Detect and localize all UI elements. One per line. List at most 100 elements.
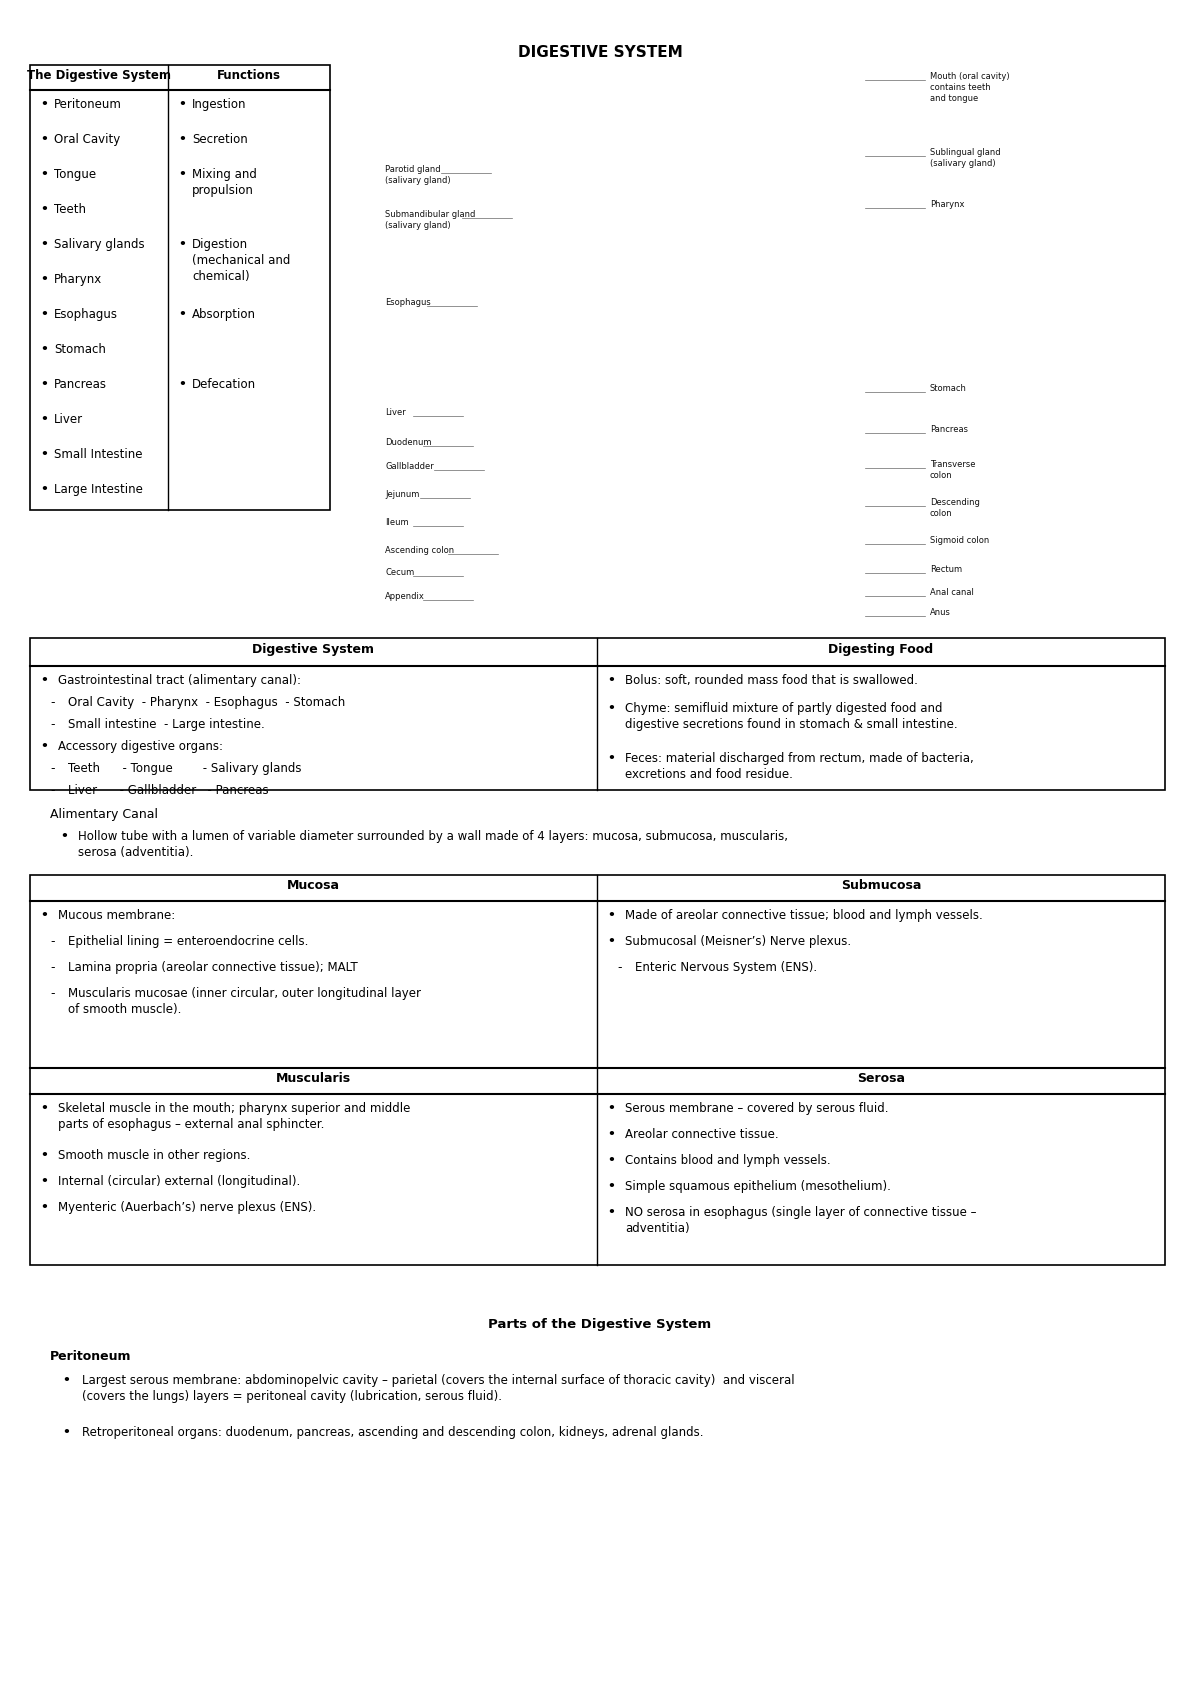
Text: •: •	[40, 413, 48, 426]
Text: Duodenum: Duodenum	[385, 438, 432, 447]
Text: Alimentary Canal: Alimentary Canal	[50, 808, 158, 822]
Text: •: •	[40, 1200, 48, 1214]
Text: •: •	[40, 204, 48, 216]
Text: Digesting Food: Digesting Food	[828, 644, 934, 655]
Text: Mucosa: Mucosa	[287, 880, 340, 891]
Text: Ascending colon: Ascending colon	[385, 547, 454, 555]
Text: DIGESTIVE SYSTEM: DIGESTIVE SYSTEM	[517, 46, 683, 59]
Text: Jejunum: Jejunum	[385, 491, 419, 499]
Text: Smooth muscle in other regions.: Smooth muscle in other regions.	[58, 1150, 251, 1161]
Text: Secretion: Secretion	[192, 132, 247, 146]
Text: Chyme: semifluid mixture of partly digested food and
digestive secretions found : Chyme: semifluid mixture of partly diges…	[625, 701, 958, 732]
Text: Stomach: Stomach	[930, 384, 967, 392]
Text: Rectum: Rectum	[930, 565, 962, 574]
FancyBboxPatch shape	[30, 638, 1165, 790]
Text: Feces: material discharged from rectum, made of bacteria,
excretions and food re: Feces: material discharged from rectum, …	[625, 752, 973, 781]
Text: Submucosal (Meisner’s) Nerve plexus.: Submucosal (Meisner’s) Nerve plexus.	[625, 936, 851, 947]
Text: Transverse
colon: Transverse colon	[930, 460, 976, 481]
Text: Sigmoid colon: Sigmoid colon	[930, 537, 989, 545]
Text: Digestive System: Digestive System	[252, 644, 374, 655]
Text: -: -	[50, 784, 54, 796]
Text: •: •	[607, 701, 614, 715]
Text: -: -	[50, 936, 54, 947]
Text: Parotid gland
(salivary gland): Parotid gland (salivary gland)	[385, 165, 451, 185]
Text: Hollow tube with a lumen of variable diameter surrounded by a wall made of 4 lay: Hollow tube with a lumen of variable dia…	[78, 830, 788, 859]
Text: •: •	[178, 238, 186, 251]
Text: Descending
colon: Descending colon	[930, 498, 980, 518]
Text: Anal canal: Anal canal	[930, 588, 974, 598]
Text: •: •	[40, 448, 48, 460]
Text: Gallbladder: Gallbladder	[385, 462, 433, 470]
Text: Areolar connective tissue.: Areolar connective tissue.	[625, 1127, 779, 1141]
Text: Muscularis mucosae (inner circular, outer longitudinal layer
of smooth muscle).: Muscularis mucosae (inner circular, oute…	[68, 987, 421, 1015]
Text: Ileum: Ileum	[385, 518, 409, 526]
Text: Skeletal muscle in the mouth; pharynx superior and middle
parts of esophagus – e: Skeletal muscle in the mouth; pharynx su…	[58, 1102, 410, 1131]
Text: Pancreas: Pancreas	[930, 424, 968, 435]
Text: Serosa: Serosa	[857, 1071, 905, 1085]
Text: Ingestion: Ingestion	[192, 98, 246, 110]
Text: Made of areolar connective tissue; blood and lymph vessels.: Made of areolar connective tissue; blood…	[625, 908, 983, 922]
Text: Sublingual gland
(salivary gland): Sublingual gland (salivary gland)	[930, 148, 1001, 168]
Text: •: •	[40, 482, 48, 496]
Text: Appendix: Appendix	[385, 593, 425, 601]
Text: Enteric Nervous System (ENS).: Enteric Nervous System (ENS).	[635, 961, 817, 975]
Text: •: •	[40, 98, 48, 110]
Text: Small Intestine: Small Intestine	[54, 448, 143, 460]
FancyBboxPatch shape	[30, 874, 1165, 1265]
Text: Oral Cavity  - Pharynx  - Esophagus  - Stomach: Oral Cavity - Pharynx - Esophagus - Stom…	[68, 696, 346, 710]
Text: Lamina propria (areolar connective tissue); MALT: Lamina propria (areolar connective tissu…	[68, 961, 358, 975]
Text: Oral Cavity: Oral Cavity	[54, 132, 120, 146]
Text: Teeth: Teeth	[54, 204, 86, 216]
Text: •: •	[40, 674, 48, 688]
Text: -: -	[617, 961, 622, 975]
Text: •: •	[62, 1374, 70, 1387]
Text: Serous membrane – covered by serous fluid.: Serous membrane – covered by serous flui…	[625, 1102, 888, 1116]
Text: Largest serous membrane: abdominopelvic cavity – parietal (covers the internal s: Largest serous membrane: abdominopelvic …	[82, 1374, 794, 1403]
Text: •: •	[607, 674, 614, 688]
Text: Liver: Liver	[385, 408, 406, 418]
Text: Peritoneum: Peritoneum	[50, 1350, 132, 1363]
Text: •: •	[40, 132, 48, 146]
Text: Absorption: Absorption	[192, 307, 256, 321]
Text: •: •	[62, 1426, 70, 1438]
Text: Stomach: Stomach	[54, 343, 106, 357]
Text: •: •	[40, 1102, 48, 1116]
Text: Submucosa: Submucosa	[841, 880, 922, 891]
Text: -: -	[50, 987, 54, 1000]
Text: •: •	[607, 1155, 614, 1167]
Text: •: •	[178, 98, 186, 110]
Text: Large Intestine: Large Intestine	[54, 482, 143, 496]
Text: Submandibular gland
(salivary gland): Submandibular gland (salivary gland)	[385, 211, 475, 231]
Text: Gastrointestinal tract (alimentary canal):: Gastrointestinal tract (alimentary canal…	[58, 674, 301, 688]
Text: Pharynx: Pharynx	[54, 273, 102, 285]
Text: •: •	[607, 752, 614, 766]
Text: Defecation: Defecation	[192, 379, 256, 391]
Text: Salivary glands: Salivary glands	[54, 238, 145, 251]
Text: NO serosa in esophagus (single layer of connective tissue –
adventitia): NO serosa in esophagus (single layer of …	[625, 1206, 977, 1234]
Text: Accessory digestive organs:: Accessory digestive organs:	[58, 740, 223, 752]
Text: Peritoneum: Peritoneum	[54, 98, 122, 110]
Text: The Digestive System: The Digestive System	[28, 70, 172, 82]
Text: •: •	[178, 132, 186, 146]
Text: •: •	[40, 1150, 48, 1161]
Text: Mucous membrane:: Mucous membrane:	[58, 908, 175, 922]
Text: •: •	[607, 908, 614, 922]
Text: •: •	[40, 379, 48, 391]
Text: •: •	[40, 307, 48, 321]
Text: Liver: Liver	[54, 413, 83, 426]
Text: -: -	[50, 762, 54, 774]
Text: Mixing and
propulsion: Mixing and propulsion	[192, 168, 257, 197]
Text: •: •	[40, 238, 48, 251]
Text: •: •	[178, 307, 186, 321]
Text: Functions: Functions	[217, 70, 281, 82]
Text: Simple squamous epithelium (mesothelium).: Simple squamous epithelium (mesothelium)…	[625, 1180, 890, 1194]
Text: Parts of the Digestive System: Parts of the Digestive System	[488, 1318, 712, 1331]
Text: Internal (circular) external (longitudinal).: Internal (circular) external (longitudin…	[58, 1175, 300, 1189]
Text: Retroperitoneal organs: duodenum, pancreas, ascending and descending colon, kidn: Retroperitoneal organs: duodenum, pancre…	[82, 1426, 703, 1438]
Text: •: •	[40, 168, 48, 182]
Text: Mouth (oral cavity)
contains teeth
and tongue: Mouth (oral cavity) contains teeth and t…	[930, 71, 1009, 104]
Text: Muscularis: Muscularis	[276, 1071, 350, 1085]
FancyBboxPatch shape	[30, 65, 330, 509]
Text: •: •	[40, 740, 48, 752]
Text: Myenteric (Auerbach’s) nerve plexus (ENS).: Myenteric (Auerbach’s) nerve plexus (ENS…	[58, 1200, 316, 1214]
